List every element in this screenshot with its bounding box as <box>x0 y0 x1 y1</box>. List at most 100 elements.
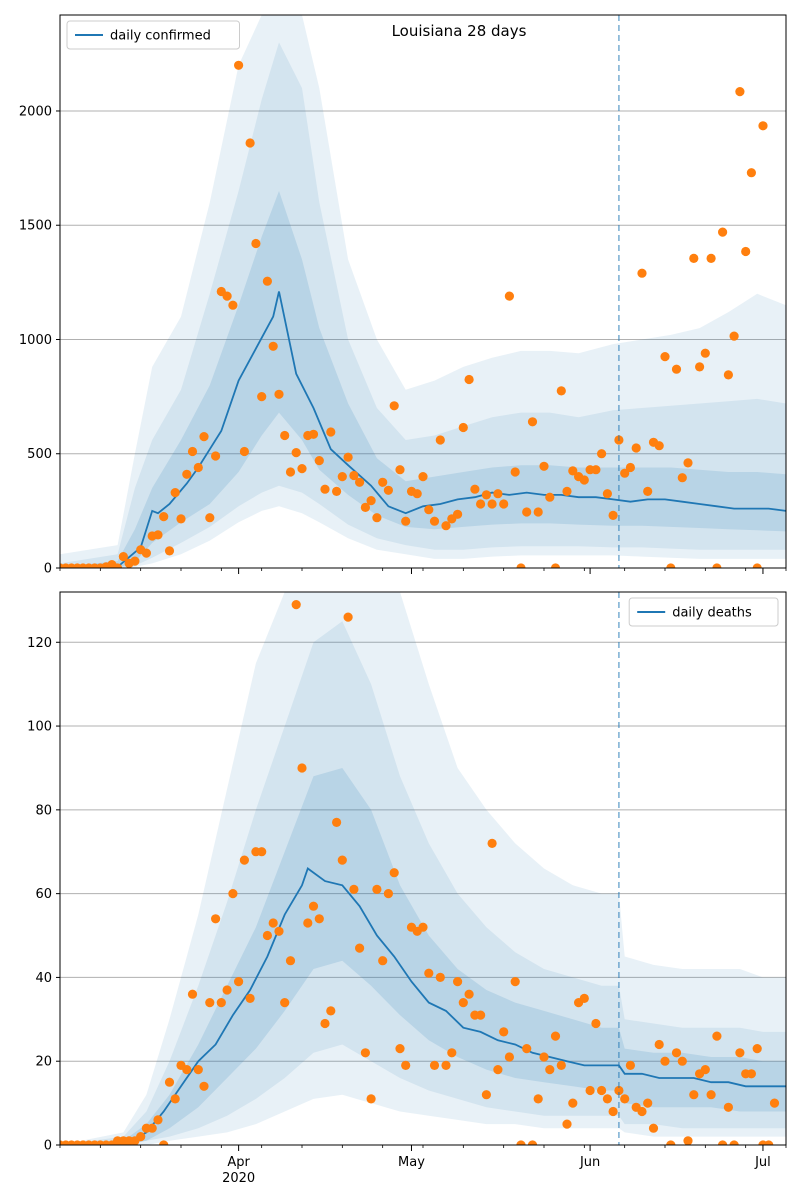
data-point <box>562 486 572 496</box>
data-point <box>193 1065 203 1075</box>
data-point <box>539 461 549 471</box>
data-point <box>504 1052 514 1062</box>
data-point <box>522 1044 532 1054</box>
data-point <box>597 449 607 459</box>
data-point <box>297 464 307 474</box>
y-tick-label: 2000 <box>19 104 52 119</box>
uncertainty-band-outer <box>60 15 786 568</box>
data-point <box>700 348 710 358</box>
y-tick-label: 1500 <box>19 219 52 234</box>
plot-area <box>60 0 786 568</box>
data-point <box>320 484 330 494</box>
data-point <box>608 510 618 520</box>
y-tick-label: 500 <box>27 447 52 462</box>
data-point <box>234 977 244 987</box>
data-point <box>337 472 347 482</box>
data-point <box>700 1065 710 1075</box>
data-point <box>579 993 589 1004</box>
data-point <box>326 1006 336 1016</box>
y-tick-label: 0 <box>44 1139 52 1154</box>
data-point <box>199 432 209 442</box>
data-point <box>314 456 324 466</box>
data-point <box>234 60 244 70</box>
data-point <box>418 472 428 482</box>
data-point <box>193 462 203 473</box>
data-point <box>303 918 313 928</box>
data-point <box>372 513 382 523</box>
data-point <box>481 490 491 500</box>
data-point <box>712 563 722 568</box>
data-point <box>770 0 779 5</box>
data-point <box>718 1140 728 1145</box>
data-point <box>464 374 474 385</box>
data-point <box>429 516 440 526</box>
data-point <box>320 1018 330 1029</box>
data-point <box>510 467 520 477</box>
data-point <box>435 972 445 983</box>
data-point <box>671 1048 682 1058</box>
data-point <box>729 331 739 341</box>
legend-label: daily confirmed <box>110 29 211 44</box>
uncertainty-band-inner <box>60 768 786 1145</box>
y-tick-label: 80 <box>35 803 52 818</box>
data-point <box>776 0 785 5</box>
legend: daily deaths <box>628 597 779 627</box>
uncertainty-band-inner <box>60 191 786 568</box>
data-point <box>453 977 463 987</box>
data-point <box>746 1069 757 1079</box>
x-tick-label: Apr <box>227 1155 250 1170</box>
data-point <box>504 291 514 301</box>
x-tick-label: Jun <box>579 1155 600 1170</box>
data-point <box>764 1140 774 1145</box>
data-point <box>239 855 249 865</box>
data-point <box>383 485 393 495</box>
data-point <box>239 446 249 457</box>
chart-title: Louisiana 28 days <box>392 22 527 40</box>
data-point <box>487 499 497 509</box>
data-point <box>620 1094 630 1104</box>
data-point <box>453 509 463 519</box>
y-tick-label: 20 <box>35 1055 52 1070</box>
data-point <box>159 511 169 522</box>
data-point <box>718 227 728 237</box>
data-point <box>291 448 301 458</box>
data-point <box>683 458 693 468</box>
data-point <box>170 1094 180 1104</box>
data-point <box>395 465 405 475</box>
data-point <box>637 268 647 278</box>
data-point <box>746 168 757 178</box>
data-point <box>222 985 232 995</box>
data-point <box>476 1010 486 1020</box>
data-point <box>689 1090 699 1100</box>
data-point <box>280 998 290 1008</box>
data-point <box>130 556 140 566</box>
data-point <box>550 1031 561 1041</box>
data-point <box>268 341 278 351</box>
data-point <box>614 1085 624 1096</box>
data-point <box>510 977 520 987</box>
data-point <box>671 364 682 374</box>
data-point <box>429 1060 440 1070</box>
data-point <box>285 956 296 966</box>
data-point <box>441 521 451 531</box>
data-point <box>637 1106 647 1117</box>
data-point <box>222 291 232 301</box>
data-point <box>660 1056 670 1066</box>
data-point <box>677 473 687 483</box>
data-point <box>182 469 192 479</box>
data-point <box>268 918 278 928</box>
data-point <box>493 1065 503 1075</box>
data-point <box>527 417 538 427</box>
data-point <box>499 499 509 509</box>
legend-box <box>628 597 779 627</box>
data-point <box>706 253 716 263</box>
data-point <box>729 1140 739 1145</box>
data-point <box>516 1140 526 1145</box>
data-point <box>187 989 198 999</box>
legend-label: daily deaths <box>672 606 752 621</box>
data-point <box>378 956 388 966</box>
data-point <box>481 1090 491 1100</box>
data-point <box>389 868 399 878</box>
